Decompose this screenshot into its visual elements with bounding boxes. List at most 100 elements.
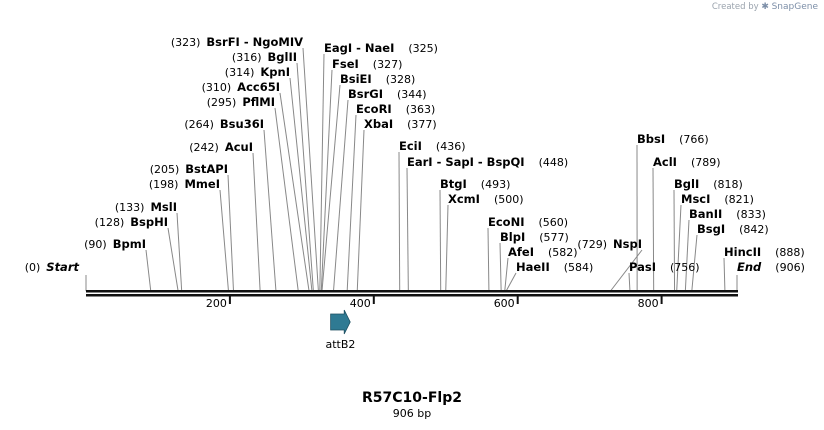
- enzyme-site[interactable]: MslI (133): [115, 200, 177, 214]
- feature-label: attB2: [325, 338, 355, 351]
- enzyme-site[interactable]: FseI (327): [332, 57, 402, 71]
- site-name: EagI - NaeI: [324, 41, 394, 55]
- site-position: (584): [564, 261, 594, 274]
- site-position: (314): [225, 66, 255, 79]
- site-line: [333, 99, 349, 292]
- site-position: (323): [171, 36, 201, 49]
- site-name: BstAPI: [185, 162, 228, 176]
- feature-arrow[interactable]: [330, 309, 351, 335]
- enzyme-site[interactable]: EcoNI (560): [488, 215, 568, 229]
- site-name: XbaI: [364, 117, 393, 131]
- site-name: BlpI: [500, 230, 525, 244]
- site-position: (295): [207, 96, 237, 109]
- site-position: (325): [408, 42, 438, 55]
- end-label: End (906): [737, 260, 805, 274]
- site-position: (500): [494, 193, 524, 206]
- site-name: MslI: [150, 200, 177, 214]
- site-name: EcoNI: [488, 215, 524, 229]
- site-name: BsgI: [697, 222, 725, 236]
- end-position: (906): [775, 261, 805, 274]
- enzyme-site[interactable]: BglI (818): [674, 177, 743, 191]
- site-position: (493): [481, 178, 511, 191]
- start-name: Start: [46, 260, 79, 274]
- site-line: [289, 77, 313, 292]
- enzyme-site[interactable]: BtgI (493): [440, 177, 510, 191]
- site-line: [167, 227, 179, 292]
- enzyme-site[interactable]: BspHI (128): [95, 215, 168, 229]
- site-name: EarI - SapI - BspQI: [407, 155, 525, 169]
- site-name: BsrGI: [348, 87, 383, 101]
- site-position: (821): [724, 193, 754, 206]
- site-position: (264): [184, 118, 214, 131]
- site-name: BbsI: [637, 132, 665, 146]
- site-position: (310): [202, 81, 232, 94]
- site-position: (756): [670, 261, 700, 274]
- credit-brand: SnapGene: [771, 2, 818, 12]
- site-position: (577): [539, 231, 569, 244]
- enzyme-site[interactable]: HaeII (584): [516, 260, 593, 274]
- site-position: (363): [406, 103, 436, 116]
- tick-label: 800: [638, 297, 659, 310]
- site-line: [652, 167, 655, 292]
- site-line: [504, 257, 509, 292]
- site-name: PasI: [629, 260, 656, 274]
- enzyme-site[interactable]: MscI (821): [681, 192, 754, 206]
- site-name: BsrFI - NgoMIV: [206, 35, 303, 49]
- site-name: MmeI: [184, 177, 220, 191]
- site-position: (436): [436, 140, 466, 153]
- site-position: (205): [150, 163, 180, 176]
- enzyme-site[interactable]: NspI (729): [577, 237, 642, 251]
- site-name: Acc65I: [237, 80, 280, 94]
- site-line: [321, 84, 341, 292]
- site-position: (729): [577, 238, 607, 251]
- site-line: [499, 242, 502, 292]
- site-name: BspHI: [130, 215, 168, 229]
- site-line: [673, 189, 676, 292]
- enzyme-site[interactable]: MmeI (198): [149, 177, 220, 191]
- enzyme-site[interactable]: XcmI (500): [448, 192, 524, 206]
- enzyme-site[interactable]: AcuI (242): [189, 140, 253, 154]
- enzyme-site[interactable]: BsgI (842): [697, 222, 769, 236]
- enzyme-site[interactable]: BlpI (577): [500, 230, 569, 244]
- credit-prefix: Created by: [711, 2, 759, 12]
- enzyme-site[interactable]: BsrGI (344): [348, 87, 427, 101]
- enzyme-site[interactable]: PasI (756): [629, 260, 700, 274]
- enzyme-site[interactable]: AclI (789): [653, 155, 721, 169]
- enzyme-site[interactable]: HincII (888): [724, 245, 805, 259]
- enzyme-site[interactable]: EarI - SapI - BspQI (448): [407, 155, 568, 169]
- site-name: HaeII: [516, 260, 550, 274]
- enzyme-site[interactable]: XbaI (377): [364, 117, 437, 131]
- site-line: [684, 219, 690, 292]
- site-name: PflMI: [242, 95, 275, 109]
- site-name: BtgI: [440, 177, 467, 191]
- site-position: (90): [84, 238, 107, 251]
- enzyme-site[interactable]: EcoRI (363): [356, 102, 435, 116]
- site-position: (818): [713, 178, 743, 191]
- site-line: [487, 227, 490, 292]
- tick-label: 400: [350, 297, 371, 310]
- enzyme-site[interactable]: Bsu36I (264): [184, 117, 264, 131]
- site-line: [691, 234, 698, 292]
- enzyme-site[interactable]: BstAPI (205): [150, 162, 228, 176]
- site-line: [319, 53, 325, 292]
- enzyme-site[interactable]: BbsI (766): [637, 132, 709, 146]
- enzyme-site[interactable]: EagI - NaeI (325): [324, 41, 438, 55]
- enzyme-site[interactable]: Acc65I (310): [202, 80, 280, 94]
- site-position: (344): [397, 88, 427, 101]
- enzyme-site[interactable]: BsiEI (328): [340, 72, 415, 86]
- enzyme-site[interactable]: BglII (316): [232, 50, 297, 64]
- enzyme-site[interactable]: BanII (833): [689, 207, 766, 221]
- enzyme-site[interactable]: EciI (436): [399, 139, 466, 153]
- enzyme-site[interactable]: KpnI (314): [225, 65, 290, 79]
- site-line: [406, 167, 409, 292]
- site-position: (242): [189, 141, 219, 154]
- site-name: FseI: [332, 57, 359, 71]
- enzyme-site[interactable]: BsrFI - NgoMIV (323): [171, 35, 303, 49]
- site-name: BglII: [268, 50, 298, 64]
- enzyme-site[interactable]: AfeI (582): [508, 245, 578, 259]
- site-position: (128): [95, 216, 125, 229]
- enzyme-site[interactable]: BpmI (90): [84, 237, 146, 251]
- enzyme-site[interactable]: PflMI (295): [207, 95, 275, 109]
- site-line: [610, 249, 643, 292]
